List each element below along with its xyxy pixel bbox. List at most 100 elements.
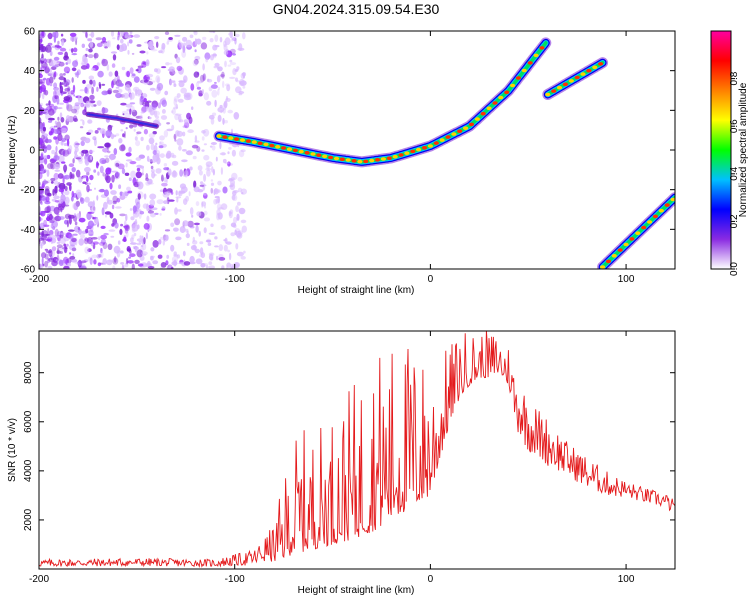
noise-speck	[241, 225, 247, 233]
noise-speck	[224, 162, 230, 165]
colorbar	[710, 30, 732, 270]
y-tick-label: 8000	[23, 361, 34, 384]
trace-peak	[433, 141, 439, 145]
noise-speck	[238, 43, 243, 51]
noise-speck	[64, 134, 70, 141]
trace-peak	[374, 158, 381, 162]
noise-speck	[141, 60, 147, 68]
noise-speck	[228, 211, 232, 216]
y-tick-label: 2000	[23, 508, 34, 531]
noise-speck	[58, 246, 65, 251]
noise-speck	[115, 172, 120, 177]
noise-speck	[63, 77, 67, 84]
noise-speck	[59, 102, 64, 105]
noise-speck	[203, 143, 207, 146]
noise-speck	[98, 81, 101, 87]
noise-speck	[147, 108, 150, 113]
noise-speck	[58, 216, 65, 220]
noise-speck	[193, 58, 199, 65]
trace-peak	[611, 254, 617, 258]
noise-speck	[169, 62, 173, 65]
trace-peak	[556, 85, 563, 90]
noise-speck	[225, 97, 231, 102]
noise-speck	[201, 201, 204, 208]
noise-speck	[165, 62, 170, 66]
noise-speck	[84, 182, 88, 185]
noise-speck	[172, 154, 177, 159]
noise-speck	[141, 106, 147, 113]
noise-speck	[118, 44, 125, 53]
trace-peak	[574, 75, 580, 80]
noise-speck	[105, 167, 112, 175]
noise-speck	[118, 184, 122, 189]
trace-peak	[539, 46, 545, 50]
noise-speck	[234, 37, 237, 45]
noise-speck	[125, 152, 132, 157]
noise-speck	[74, 225, 80, 233]
noise-speck	[193, 31, 197, 34]
noise-speck	[100, 234, 107, 240]
noise-speck	[79, 126, 84, 129]
noise-speck	[103, 232, 109, 236]
noise-speck	[183, 170, 189, 178]
noise-speck	[229, 59, 233, 63]
noise-speck	[183, 119, 188, 123]
noise-speck	[237, 177, 243, 182]
noise-speck	[134, 259, 140, 264]
noise-speck	[202, 182, 206, 191]
noise-speck	[130, 216, 135, 221]
noise-speck	[129, 102, 136, 105]
trace-peak	[545, 92, 551, 97]
trace-peak	[234, 137, 240, 141]
noise-speck	[63, 265, 70, 269]
noise-speck	[85, 47, 89, 52]
noise-speck	[51, 260, 58, 267]
trace-peak	[228, 136, 234, 140]
noise-speck	[75, 59, 78, 64]
trace-peak	[239, 138, 246, 142]
noise-speck	[64, 186, 68, 191]
noise-speck	[203, 92, 209, 101]
noise-speck	[203, 205, 207, 209]
noise-speck	[181, 159, 188, 163]
noise-speck	[116, 44, 120, 50]
noise-speck	[203, 227, 207, 234]
noise-speck	[124, 191, 129, 196]
noise-speck	[39, 81, 44, 84]
noise-speck	[189, 34, 194, 39]
noise-speck	[43, 179, 47, 186]
noise-speck	[160, 262, 167, 268]
noise-speck	[53, 87, 60, 91]
noise-speck	[74, 261, 80, 264]
noise-speck	[163, 200, 168, 205]
noise-speck	[44, 200, 51, 205]
noise-speck	[146, 51, 149, 55]
noise-speck	[185, 233, 190, 239]
noise-speck	[129, 108, 132, 115]
noise-speck	[149, 199, 156, 207]
noise-speck	[86, 171, 90, 176]
noise-speck	[119, 213, 126, 217]
noise-speck	[39, 38, 43, 43]
noise-speck	[73, 141, 80, 149]
noise-speck	[240, 149, 246, 153]
noise-speck	[191, 106, 194, 110]
noise-speck	[69, 32, 77, 37]
noise-speck	[68, 163, 75, 168]
noise-speck	[193, 71, 200, 78]
noise-speck	[201, 263, 209, 267]
noise-speck	[48, 213, 53, 221]
noise-speck	[202, 73, 207, 81]
trace-peak	[509, 83, 516, 88]
noise-speck	[166, 128, 173, 132]
noise-speck	[182, 125, 188, 128]
colorbar-tick-label: 0.8	[729, 71, 740, 85]
noise-speck	[175, 190, 178, 196]
noise-speck	[179, 169, 184, 177]
noise-speck	[133, 34, 141, 38]
trace-main-arc	[213, 37, 552, 168]
noise-speck	[58, 182, 66, 190]
noise-speck	[49, 67, 52, 75]
noise-speck	[147, 182, 154, 185]
trace-peak	[222, 135, 228, 139]
